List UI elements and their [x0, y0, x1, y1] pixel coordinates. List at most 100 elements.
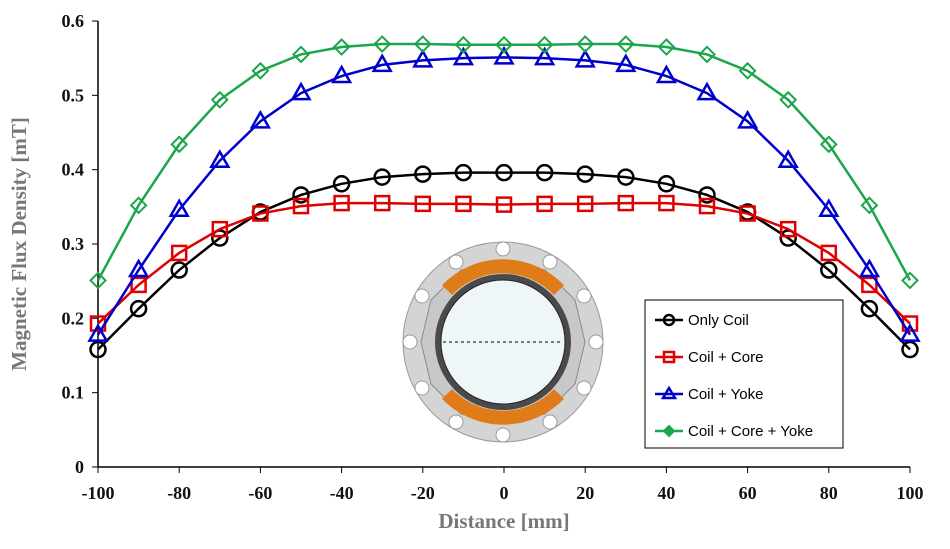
data-point	[292, 45, 310, 64]
y-tick-label: 0.4	[62, 160, 85, 180]
y-tick-label: 0	[75, 457, 84, 477]
data-point	[901, 340, 919, 359]
data-point	[858, 258, 881, 278]
data-point	[454, 163, 473, 182]
data-point	[576, 195, 594, 213]
legend-swatch-marker	[662, 350, 676, 364]
data-point	[495, 163, 513, 182]
data-point	[290, 81, 312, 101]
data-point	[655, 64, 678, 84]
y-tick-label: 0.2	[62, 308, 85, 328]
data-point	[452, 46, 475, 66]
data-point	[454, 35, 473, 54]
data-point	[617, 168, 635, 186]
data-point	[412, 48, 434, 68]
data-point	[698, 45, 716, 64]
data-point	[899, 323, 921, 342]
data-point	[249, 109, 272, 129]
data-point	[533, 46, 556, 66]
data-point	[211, 220, 229, 238]
legend: Only Coil Coil + Core Coil + Yoke Coil + Co…	[644, 299, 844, 449]
data-point	[615, 53, 637, 73]
data-point	[574, 48, 596, 68]
data-point	[209, 149, 231, 168]
data-point	[535, 35, 554, 54]
data-point	[210, 90, 229, 109]
data-point	[779, 220, 797, 238]
data-point	[901, 271, 919, 290]
data-point	[860, 196, 879, 215]
data-point	[129, 299, 148, 318]
x-tick-label: 40	[657, 483, 675, 503]
x-tick-label: -40	[330, 483, 354, 503]
data-point	[332, 38, 351, 56]
legend-item: Coil + Yoke	[655, 385, 763, 403]
data-point	[820, 244, 838, 262]
data-point	[536, 195, 553, 213]
data-point	[168, 198, 190, 218]
data-point	[252, 205, 269, 222]
series-line	[97, 201, 911, 325]
data-point	[779, 90, 798, 109]
data-point	[371, 53, 393, 73]
data-point	[87, 323, 109, 342]
y-tick-label: 0.6	[62, 11, 85, 31]
data-point	[860, 299, 879, 318]
data-point	[495, 196, 513, 213]
data-point	[739, 205, 756, 222]
legend-swatch-marker	[660, 385, 678, 400]
legend-item: Only Coil	[655, 312, 749, 329]
x-tick-label: 60	[739, 483, 757, 503]
data-point	[777, 149, 799, 168]
data-point	[698, 197, 716, 215]
data-point	[292, 186, 310, 204]
data-point	[738, 61, 757, 80]
legend-swatch-marker	[662, 424, 676, 438]
x-tick-label: -60	[248, 483, 272, 503]
data-point	[292, 197, 310, 215]
data-point	[696, 81, 718, 101]
data-point	[616, 35, 635, 53]
x-axis-title: Distance [mm]	[438, 509, 569, 533]
series-coil-yoke	[87, 45, 921, 342]
series-line	[96, 42, 912, 282]
legend-item: Coil + Core + Yoke	[655, 423, 813, 440]
series-line	[97, 171, 911, 351]
data-point	[332, 175, 351, 193]
data-point	[698, 186, 716, 204]
data-point	[89, 340, 107, 359]
data-point	[658, 194, 675, 212]
data-point	[127, 258, 150, 278]
legend-label: Coil + Core	[688, 349, 763, 366]
x-tick-label: -80	[167, 483, 191, 503]
legend-label: Only Coil	[688, 312, 749, 329]
data-point	[535, 163, 554, 182]
data-point	[861, 276, 878, 294]
data-point	[414, 195, 432, 213]
axes: -100 -80 -60 -40 -20 0 20 40 60 80 100 0 0.1 0.2 0.3 0.…	[7, 11, 924, 533]
data-point	[736, 109, 759, 129]
data-point	[576, 165, 594, 183]
data-point	[251, 61, 270, 80]
x-tick-label: 100	[897, 483, 924, 503]
data-point	[413, 35, 432, 53]
data-point	[373, 35, 392, 53]
x-tick-label: -100	[82, 483, 115, 503]
data-point	[455, 195, 472, 213]
data-point	[170, 135, 189, 154]
data-point	[493, 45, 515, 65]
x-tick-label: 20	[576, 483, 594, 503]
data-point	[89, 271, 107, 290]
legend-swatch-marker	[662, 313, 676, 327]
x-tick-label: 0	[500, 483, 509, 503]
data-point	[657, 38, 676, 56]
data-point	[170, 261, 188, 279]
data-point	[617, 194, 635, 212]
legend-label: Coil + Yoke	[688, 386, 763, 403]
data-point	[130, 276, 147, 294]
legend-item: Coil + Core	[655, 349, 763, 366]
x-tick-label: -20	[411, 483, 435, 503]
data-point	[330, 64, 353, 84]
series-coil-core-yoke	[89, 35, 919, 290]
